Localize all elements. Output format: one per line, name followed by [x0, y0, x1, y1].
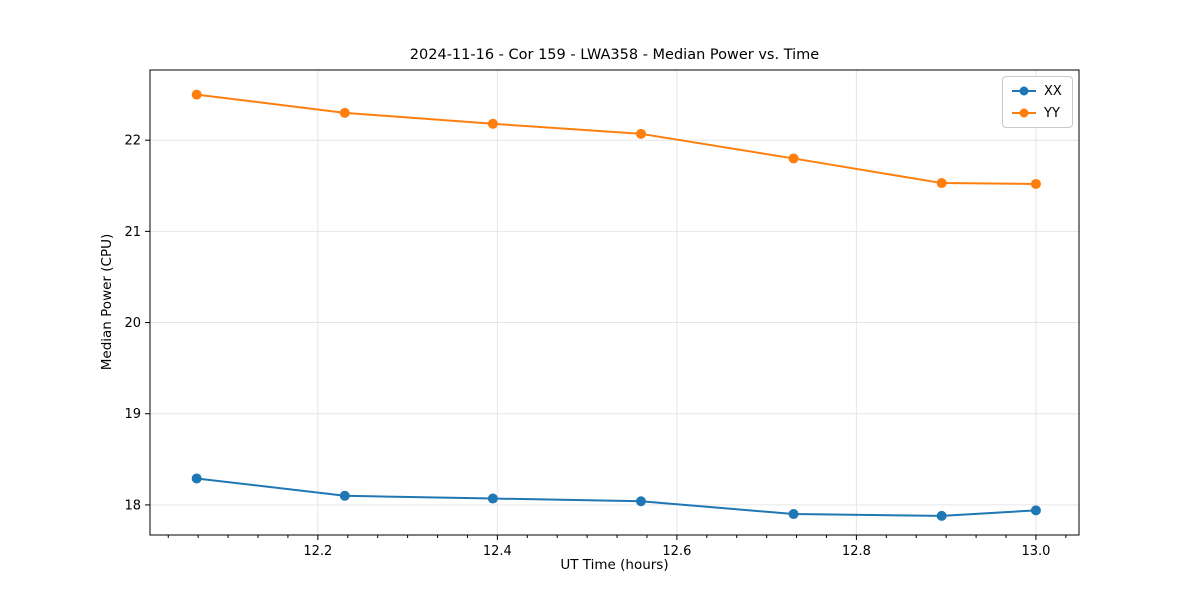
data-point-xx: [487, 493, 498, 504]
x-tick-label: 13.0: [1021, 544, 1050, 559]
y-tick-label: 18: [124, 498, 141, 513]
y-tick-label: 21: [124, 225, 141, 240]
data-point-xx: [936, 510, 947, 521]
data-point-xx: [191, 473, 202, 484]
legend-item-xx: XX: [1011, 82, 1062, 100]
y-tick-label: 22: [124, 134, 141, 149]
data-point-xx: [1030, 505, 1041, 516]
data-point-xx: [635, 496, 646, 507]
x-tick-label: 12.2: [303, 544, 332, 559]
x-tick-label: 12.6: [662, 544, 691, 559]
data-point-yy: [191, 89, 202, 100]
legend-label: XX: [1044, 83, 1062, 99]
data-point-xx: [788, 509, 799, 520]
series-line-yy: [195, 93, 1037, 185]
series-line-xx: [195, 477, 1037, 517]
chart-title: 2024-11-16 - Cor 159 - LWA358 - Median P…: [409, 47, 820, 63]
data-point-yy: [487, 118, 498, 129]
data-point-yy: [936, 178, 947, 189]
legend-line-marker-icon: [1012, 86, 1036, 96]
y-tick-label: 20: [124, 316, 141, 331]
data-point-yy: [788, 153, 799, 164]
data-point-yy: [635, 128, 646, 139]
plot-frame: [149, 69, 1080, 536]
legend-label: YY: [1044, 105, 1060, 121]
data-point-yy: [1030, 178, 1041, 189]
legend-line-marker-icon: [1012, 108, 1036, 118]
legend-item-yy: YY: [1011, 104, 1062, 122]
data-point-xx: [339, 490, 350, 501]
y-tick-label: 19: [124, 407, 141, 422]
legend: XX YY: [1002, 76, 1073, 128]
x-tick-label: 12.4: [483, 544, 512, 559]
x-tick-label: 12.8: [842, 544, 871, 559]
x-axis-label: UT Time (hours): [560, 557, 669, 573]
data-point-yy: [339, 107, 350, 118]
